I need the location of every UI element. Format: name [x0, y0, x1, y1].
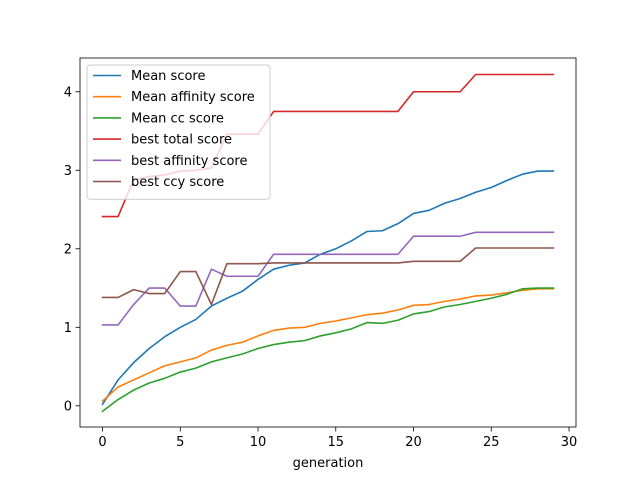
y-tick-label: 0 [64, 399, 72, 414]
series-line [101, 247, 555, 306]
legend-label: Mean cc score [131, 111, 224, 126]
plot-area-frame [79, 57, 577, 428]
legend-label: best affinity score [131, 154, 248, 169]
x-tick-label: 15 [328, 435, 345, 450]
y-tick-label: 3 [64, 164, 72, 179]
series-line [101, 288, 555, 403]
x-axis-title: generation [293, 456, 364, 471]
series-line [101, 287, 555, 413]
x-tick-label: 20 [405, 435, 422, 450]
x-tick-label: 30 [561, 435, 578, 450]
series-line [101, 170, 555, 406]
series-line [101, 231, 555, 326]
legend: Mean score Mean affinity score Mean cc sco… [86, 64, 271, 200]
x-tick-label: 0 [98, 435, 106, 450]
y-tick-label: 1 [64, 321, 72, 336]
legend-box [86, 64, 271, 200]
x-tick-label: 5 [176, 435, 184, 450]
axes-layer: 0 5 10 15 20 25 30 0 1 2 3 4 [64, 57, 578, 450]
legend-label: best total score [131, 133, 232, 148]
legend-label: best ccy score [131, 175, 224, 190]
x-tick-label: 25 [483, 435, 500, 450]
legend-label: Mean score [131, 69, 205, 84]
x-tick-label: 10 [250, 435, 267, 450]
legend-label: Mean affinity score [131, 90, 255, 105]
y-tick-label: 4 [64, 85, 72, 100]
y-tick-label: 2 [64, 242, 72, 257]
